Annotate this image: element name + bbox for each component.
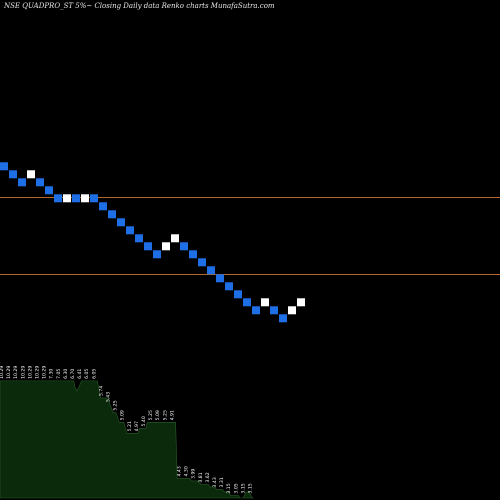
down-brick xyxy=(144,242,152,251)
down-brick xyxy=(0,162,8,171)
up-brick xyxy=(288,306,296,315)
down-brick xyxy=(279,314,287,323)
volume-label: 3.43 xyxy=(212,477,218,487)
volume-label: 6.05 xyxy=(84,369,90,379)
reference-lines xyxy=(0,197,500,275)
volume-label: 10.29 xyxy=(0,366,5,379)
volume-label: 3.99 xyxy=(191,469,197,479)
volume-label: 3.81 xyxy=(198,472,204,482)
up-brick xyxy=(162,242,170,251)
volume-label: 5.25 xyxy=(162,410,168,420)
volume-label: 10.29 xyxy=(27,366,33,379)
down-brick xyxy=(270,306,278,315)
volume-label: 5.09 xyxy=(155,410,161,420)
volume-label: 4.30 xyxy=(184,466,190,476)
volume-label: 3.15 xyxy=(226,483,232,493)
volume-label: 6.30 xyxy=(63,369,69,379)
volume-label: 6.41 xyxy=(77,369,83,379)
volume-label: 3.05 xyxy=(233,483,239,493)
up-brick xyxy=(63,194,71,203)
volume-fill xyxy=(0,380,254,499)
down-brick xyxy=(135,234,143,243)
down-brick xyxy=(117,218,125,227)
volume-label: 5.25 xyxy=(113,400,119,410)
up-brick xyxy=(171,234,179,243)
down-brick xyxy=(180,242,188,251)
down-brick xyxy=(198,258,206,267)
up-brick xyxy=(27,170,35,179)
up-brick xyxy=(297,298,305,307)
volume-label: 5.21 xyxy=(127,421,133,431)
volume-label: 10.29 xyxy=(20,366,26,379)
volume-label: 3.31 xyxy=(219,477,225,487)
volume-label: 4.97 xyxy=(134,421,140,431)
volume-label: 10.29 xyxy=(6,366,12,379)
down-brick xyxy=(189,250,197,259)
down-brick xyxy=(36,178,44,187)
down-brick xyxy=(99,202,107,211)
down-brick xyxy=(18,178,26,187)
chart-title: NSE QUADPRO_ST 5%~ Closing Daily data Re… xyxy=(4,2,275,10)
down-brick xyxy=(207,266,215,275)
down-brick xyxy=(54,194,62,203)
volume-label: 3.62 xyxy=(205,472,211,482)
volume-label: 3.15 xyxy=(240,483,246,493)
volume-label: 7.05 xyxy=(56,369,62,379)
down-brick xyxy=(72,194,80,203)
volume-area xyxy=(0,380,254,499)
renko-bricks xyxy=(0,162,305,323)
down-brick xyxy=(9,170,17,179)
volume-label: 10.29 xyxy=(42,366,48,379)
volume-label: 5.43 xyxy=(106,392,112,402)
volume-labels: 10.29 10.29 10.29 10.29 10.29 10.29 10.29 7.30 7… xyxy=(0,366,254,494)
down-brick xyxy=(126,226,134,235)
volume-label: 6.70 xyxy=(70,369,76,379)
volume-label: 6.05 xyxy=(91,369,97,379)
down-brick xyxy=(252,306,260,315)
up-brick xyxy=(81,194,89,203)
volume-label: 5.09 xyxy=(120,410,126,420)
volume-label: 3.15 xyxy=(248,483,254,493)
volume-label: 5.74 xyxy=(98,386,104,396)
volume-label: 4.43 xyxy=(177,466,183,476)
down-brick xyxy=(243,298,251,307)
up-brick xyxy=(261,298,269,307)
volume-label: 4.91 xyxy=(169,410,175,420)
volume-label: 10.29 xyxy=(13,366,19,379)
down-brick xyxy=(225,282,233,291)
down-brick xyxy=(90,194,98,203)
down-brick xyxy=(153,250,161,259)
volume-label: 10.29 xyxy=(35,366,41,379)
volume-label: 5.25 xyxy=(148,410,154,420)
down-brick xyxy=(45,186,53,195)
down-brick xyxy=(216,274,224,283)
down-brick xyxy=(234,290,242,299)
down-brick xyxy=(108,210,116,219)
volume-label: 7.30 xyxy=(49,369,55,379)
volume-label: 5.40 xyxy=(141,416,147,426)
